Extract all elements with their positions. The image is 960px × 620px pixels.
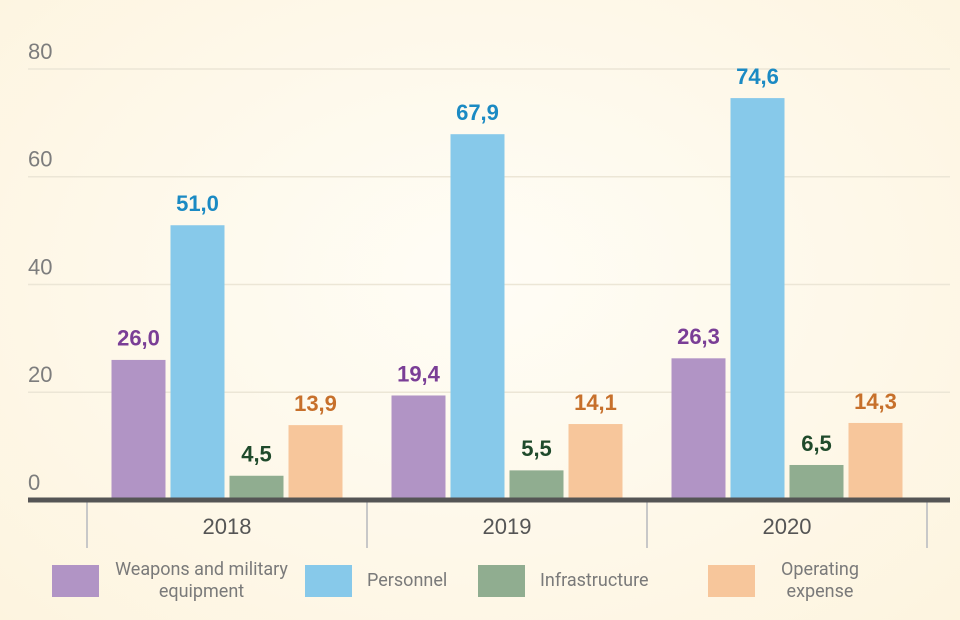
x-tick-label: 2018 [203,514,252,539]
value-label: 74,6 [736,64,779,89]
bar [568,424,623,500]
value-label: 5,5 [521,436,552,461]
bar [170,225,225,501]
y-tick-label: 40 [28,254,52,279]
bar [671,358,726,500]
bar [509,470,564,500]
value-label: 14,3 [854,389,897,414]
value-label: 4,5 [241,442,272,467]
legend-label: Infrastructure [540,570,649,591]
bar [848,422,903,500]
legend-item: Infrastructure [478,556,649,606]
value-label: 26,0 [117,326,160,351]
value-label: 14,1 [574,390,617,415]
legend-item: Weapons and military equipment [52,556,289,606]
y-tick-label: 80 [28,39,52,64]
legend-label: Weapons and military equipment [115,559,288,602]
value-label: 51,0 [176,191,219,216]
legend-item: Operating expense [708,556,870,606]
legend-item: Personnel [305,556,447,606]
y-tick-label: 0 [28,470,40,495]
value-label: 67,9 [456,100,499,125]
x-tick-label: 2020 [763,514,812,539]
value-label: 26,3 [677,324,720,349]
legend-label: Operating expense [781,559,859,602]
legend-swatch [708,565,755,597]
y-tick-label: 20 [28,362,52,387]
value-label: 6,5 [801,431,832,456]
x-tick-label: 2019 [483,514,532,539]
bar [391,395,446,500]
bar [229,475,284,500]
legend-label: Personnel [367,570,448,591]
legend-swatch [305,565,352,597]
bar [730,98,785,500]
bar [111,359,166,500]
bar [789,464,844,500]
legend-swatch [52,565,99,597]
bar [450,134,505,500]
value-label: 13,9 [294,391,337,416]
y-tick-label: 60 [28,147,52,172]
bar [288,425,343,500]
value-label: 19,4 [397,361,441,386]
legend-swatch [478,565,525,597]
